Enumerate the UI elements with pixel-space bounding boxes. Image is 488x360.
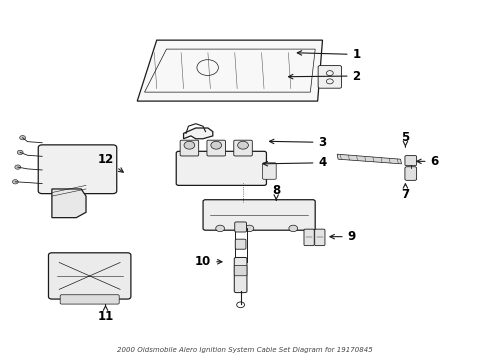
Circle shape xyxy=(288,225,297,231)
Circle shape xyxy=(210,141,221,149)
Text: 5: 5 xyxy=(401,131,408,147)
Polygon shape xyxy=(336,154,401,164)
Text: 3: 3 xyxy=(269,136,326,149)
Text: 4: 4 xyxy=(263,156,326,169)
Circle shape xyxy=(215,225,224,231)
FancyBboxPatch shape xyxy=(235,239,245,249)
FancyBboxPatch shape xyxy=(176,151,266,185)
Text: 8: 8 xyxy=(271,184,280,200)
Circle shape xyxy=(244,225,253,231)
Circle shape xyxy=(183,141,194,149)
Text: 1: 1 xyxy=(297,48,360,61)
FancyBboxPatch shape xyxy=(180,140,198,156)
FancyBboxPatch shape xyxy=(404,167,416,180)
Text: 11: 11 xyxy=(97,305,113,324)
FancyBboxPatch shape xyxy=(318,66,341,88)
FancyBboxPatch shape xyxy=(262,163,276,179)
Text: 7: 7 xyxy=(401,184,408,201)
FancyBboxPatch shape xyxy=(48,253,131,299)
FancyBboxPatch shape xyxy=(60,295,119,304)
Text: 9: 9 xyxy=(329,230,355,243)
FancyBboxPatch shape xyxy=(203,200,315,230)
Polygon shape xyxy=(52,189,86,218)
Circle shape xyxy=(237,141,248,149)
Circle shape xyxy=(12,180,18,184)
FancyBboxPatch shape xyxy=(233,140,252,156)
Text: 12: 12 xyxy=(97,153,123,172)
Circle shape xyxy=(15,165,20,169)
FancyBboxPatch shape xyxy=(234,222,246,232)
FancyBboxPatch shape xyxy=(304,229,314,246)
FancyBboxPatch shape xyxy=(234,265,246,276)
Text: 10: 10 xyxy=(195,255,222,268)
FancyBboxPatch shape xyxy=(314,229,325,246)
FancyBboxPatch shape xyxy=(234,257,246,293)
Circle shape xyxy=(17,150,23,154)
Text: 2: 2 xyxy=(288,69,360,82)
Circle shape xyxy=(20,135,25,140)
FancyBboxPatch shape xyxy=(206,140,225,156)
FancyBboxPatch shape xyxy=(404,156,416,166)
Polygon shape xyxy=(183,128,212,139)
Text: 6: 6 xyxy=(416,155,438,168)
FancyBboxPatch shape xyxy=(38,145,117,194)
Text: 2000 Oldsmobile Alero Ignition System Cable Set Diagram for 19170845: 2000 Oldsmobile Alero Ignition System Ca… xyxy=(116,347,372,354)
Polygon shape xyxy=(137,40,322,101)
